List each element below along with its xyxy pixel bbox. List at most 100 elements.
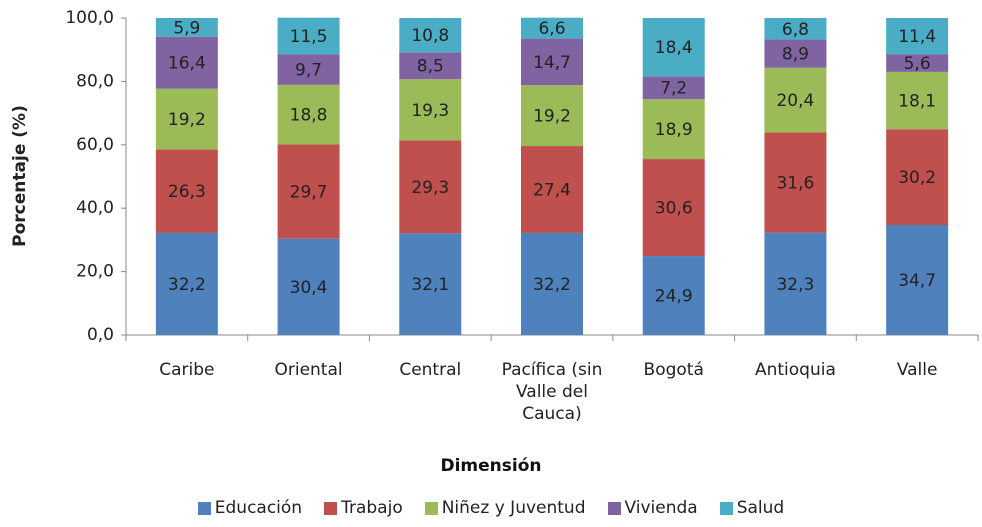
data-label: 29,3 xyxy=(411,178,449,198)
data-label: 27,4 xyxy=(533,180,571,200)
bar-segment xyxy=(886,71,949,130)
bar-segment xyxy=(642,76,705,100)
data-label: 19,3 xyxy=(411,101,449,121)
x-tick-label: Antioquia xyxy=(754,360,836,380)
legend-label: Salud xyxy=(736,498,785,518)
data-label: 18,9 xyxy=(655,120,693,140)
data-label: 8,9 xyxy=(782,45,809,65)
data-label: 19,2 xyxy=(533,107,571,127)
bar-segment xyxy=(277,84,340,145)
bar-segment xyxy=(642,18,705,77)
data-label: 14,7 xyxy=(533,53,571,73)
legend-label: Vivienda xyxy=(624,498,698,518)
bar-segment xyxy=(764,39,827,68)
data-label: 10,8 xyxy=(411,26,449,46)
data-label: 7,2 xyxy=(660,79,687,99)
bar-segment xyxy=(399,18,462,53)
data-label: 24,9 xyxy=(655,287,693,307)
data-label: 20,4 xyxy=(776,91,814,111)
legend-swatch xyxy=(719,501,733,515)
bar-segment xyxy=(155,149,218,233)
bar-segment xyxy=(764,232,827,335)
bar-segment xyxy=(642,99,705,160)
data-label: 30,2 xyxy=(898,168,936,188)
bar-segment xyxy=(399,52,462,80)
data-label: 5,9 xyxy=(173,18,200,38)
bar-segment xyxy=(764,132,827,233)
data-label: 11,5 xyxy=(290,27,328,47)
data-label: 16,4 xyxy=(168,54,206,74)
bar-segment xyxy=(277,17,340,55)
bar-segment xyxy=(277,238,340,335)
y-tick-label: 80,0 xyxy=(76,71,114,91)
bar-segment xyxy=(764,67,827,133)
data-label: 32,2 xyxy=(533,275,571,295)
x-tick-label: Oriental xyxy=(274,360,343,380)
bar-segment xyxy=(521,38,583,86)
legend-label: Educación xyxy=(214,498,303,518)
legend-swatch xyxy=(424,501,438,515)
legend-item: Niñez y Juventud xyxy=(424,498,586,518)
y-tick-label: 40,0 xyxy=(76,198,114,218)
data-label: 11,4 xyxy=(898,27,936,47)
legend-item: Educación xyxy=(197,498,303,518)
x-axis-label: Dimensión xyxy=(440,456,542,476)
x-tick-label: Valle xyxy=(896,360,938,380)
data-label: 8,5 xyxy=(417,57,444,77)
bar-segment xyxy=(521,17,583,39)
y-tick-label: 100,0 xyxy=(65,8,114,28)
data-label: 31,6 xyxy=(776,174,814,194)
data-label: 32,3 xyxy=(776,275,814,295)
x-tick-label: Bogotá xyxy=(643,360,704,380)
data-label: 29,7 xyxy=(290,183,328,203)
data-label: 18,8 xyxy=(290,106,328,126)
data-label: 6,6 xyxy=(538,19,565,39)
bar-segment xyxy=(886,225,949,335)
y-tick-label: 60,0 xyxy=(76,135,114,155)
data-label: 5,6 xyxy=(904,54,931,74)
bar-segment xyxy=(399,140,462,234)
bar-segment xyxy=(399,79,462,141)
data-label: 19,2 xyxy=(168,110,206,130)
data-label: 32,1 xyxy=(411,275,449,295)
bar-segment xyxy=(521,232,583,335)
bar-segment xyxy=(642,256,705,335)
y-axis-label: Porcentaje (%) xyxy=(10,105,30,247)
x-tick-label: Pacífica (sin Valle del Cauca) xyxy=(501,360,603,424)
legend-label: Trabajo xyxy=(341,498,403,518)
bar-segment xyxy=(399,233,462,335)
bar-segment xyxy=(155,232,218,335)
bar-segment xyxy=(642,159,705,257)
data-label: 30,4 xyxy=(290,278,328,298)
y-tick-label: 0,0 xyxy=(87,325,114,345)
data-label: 30,6 xyxy=(655,199,693,219)
x-tick-label: Central xyxy=(399,360,462,380)
y-tick-label: 20,0 xyxy=(76,262,114,282)
bar-segment xyxy=(764,18,827,40)
bar-segment xyxy=(155,18,218,37)
legend-swatch xyxy=(197,501,211,515)
data-label: 6,8 xyxy=(782,20,809,40)
bar-segment xyxy=(277,54,340,85)
bar-segment xyxy=(886,129,949,226)
bar-segment xyxy=(886,54,949,72)
bar-segment xyxy=(155,36,218,89)
data-label: 18,4 xyxy=(655,38,693,58)
data-label: 18,1 xyxy=(898,92,936,112)
bar-segment xyxy=(886,18,949,55)
x-tick-label: Caribe xyxy=(159,360,215,380)
data-label: 32,2 xyxy=(168,275,206,295)
bar-segment xyxy=(521,146,583,233)
bar-segment xyxy=(521,85,583,147)
data-label: 26,3 xyxy=(168,182,206,202)
legend: Educación Trabajo Niñez y Juventud Vivienda… xyxy=(0,498,982,518)
legend-item: Vivienda xyxy=(607,498,698,518)
bar-segment xyxy=(155,88,218,150)
legend-swatch xyxy=(324,501,338,515)
legend-item: Salud xyxy=(719,498,785,518)
legend-item: Trabajo xyxy=(324,498,403,518)
data-label: 9,7 xyxy=(295,61,322,81)
legend-swatch xyxy=(607,501,621,515)
